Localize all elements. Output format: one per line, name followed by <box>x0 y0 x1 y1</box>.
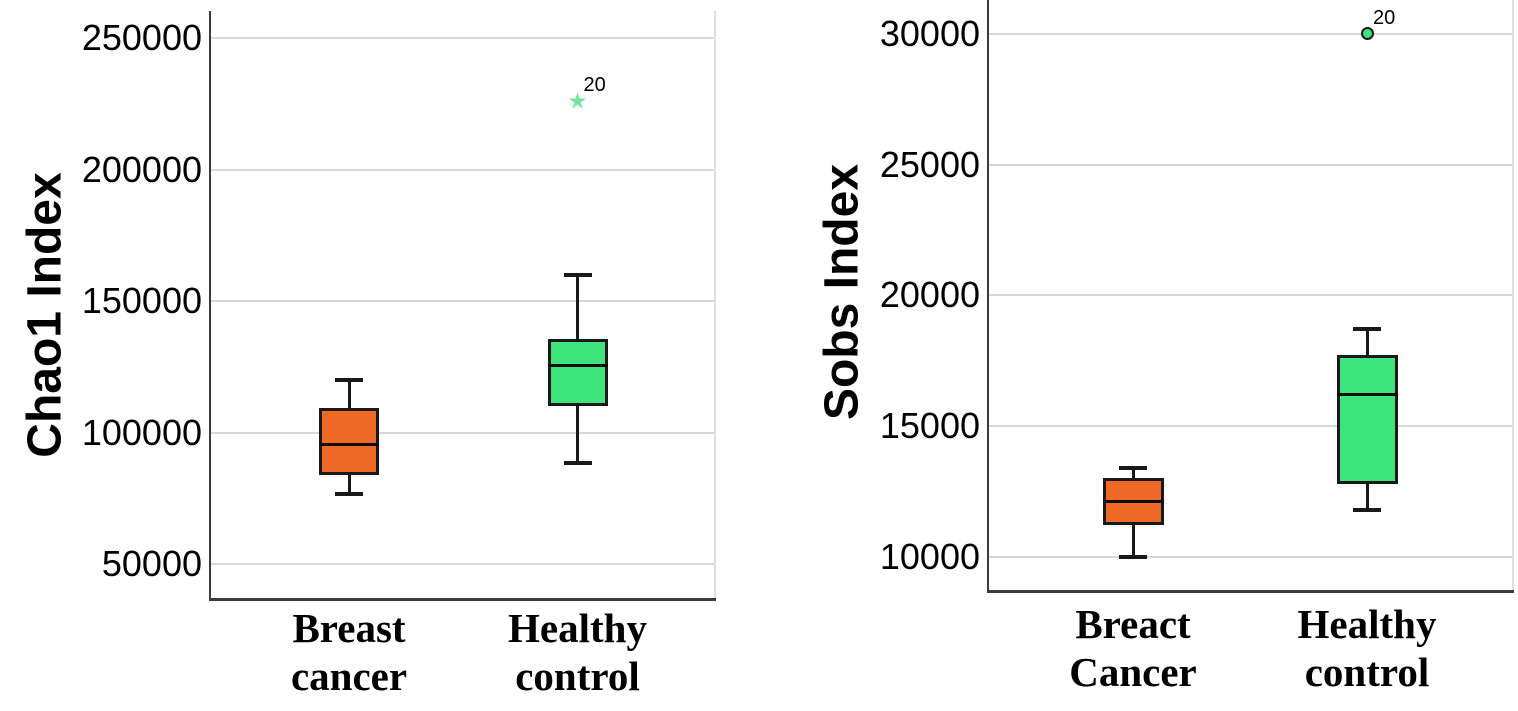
category-label-line: Healthy <box>508 605 647 651</box>
gridline <box>210 563 714 566</box>
y-tick-label: 50000 <box>101 543 202 585</box>
category-label-line: Breast <box>292 605 406 651</box>
whisker-lower-cap <box>1119 554 1147 559</box>
median-line <box>319 442 379 446</box>
box-healthy-control <box>1336 355 1398 484</box>
whisker-lower-cap <box>335 492 363 497</box>
y-tick-label: 20000 <box>879 274 980 316</box>
median-line <box>547 363 608 367</box>
x-axis-line <box>987 590 1514 593</box>
gridline <box>210 168 714 171</box>
y-tick-label: 25000 <box>879 143 980 185</box>
y-tick-label: 15000 <box>879 405 980 447</box>
gridline <box>210 431 714 434</box>
category-label-line: Breact <box>1075 601 1191 647</box>
whisker-upper-stem <box>576 274 579 340</box>
gridline <box>210 37 714 40</box>
category-label-line: control <box>515 653 640 699</box>
x-axis-line <box>209 598 716 601</box>
category-label-line: Cancer <box>1069 649 1197 695</box>
box-healthy-control <box>547 339 608 407</box>
whisker-upper-cap <box>335 377 363 382</box>
y-tick-label: 250000 <box>81 17 202 59</box>
y-tick-label: 100000 <box>81 411 202 453</box>
y-tick-label: 150000 <box>81 280 202 322</box>
whisker-upper-stem <box>1131 467 1135 479</box>
gridline <box>988 555 1512 558</box>
gridline <box>988 163 1512 166</box>
whisker-upper-stem <box>1365 329 1369 356</box>
y-tick-label: 200000 <box>81 148 202 190</box>
y-axis-title-sobs: Sobs Index <box>815 163 869 421</box>
category-label-line: Healthy <box>1297 601 1437 647</box>
category-label-breact-cancer: Breact Cancer <box>973 600 1293 696</box>
category-label-breast-cancer: Breast cancer <box>189 604 509 700</box>
whisker-lower-cap <box>563 460 592 465</box>
whisker-lower-stem <box>1131 525 1135 557</box>
gridline <box>210 300 714 303</box>
whisker-upper-cap <box>1119 465 1147 470</box>
y-tick-label: 30000 <box>879 12 980 54</box>
outlier-circle-marker <box>1360 27 1374 41</box>
y-axis-line <box>987 0 989 593</box>
whisker-lower-cap <box>1353 507 1381 512</box>
whisker-upper-stem <box>347 379 351 408</box>
y-axis-title-chao1: Chao1 Index <box>18 172 72 458</box>
category-label-healthy-control: Healthy control <box>418 604 738 700</box>
category-label-line: control <box>1304 649 1430 695</box>
whisker-upper-cap <box>1353 327 1381 332</box>
box-breast-cancer <box>319 407 379 475</box>
median-line <box>1336 393 1398 397</box>
gridline <box>988 294 1512 297</box>
category-label-healthy-control: Healthy control <box>1207 600 1518 696</box>
y-tick-label: 10000 <box>879 535 980 577</box>
gridline <box>988 32 1512 35</box>
outlier-case-label: 20 <box>1373 6 1396 29</box>
median-line <box>1102 500 1164 504</box>
y-axis-line <box>209 11 211 601</box>
plot-right-border <box>714 11 716 599</box>
gridline <box>988 425 1512 428</box>
whisker-lower-stem <box>576 406 579 463</box>
whisker-upper-cap <box>563 272 592 277</box>
whisker-lower-stem <box>347 474 351 495</box>
plot-right-border <box>1512 0 1514 591</box>
whisker-lower-stem <box>1365 483 1369 510</box>
outlier-case-label: 20 <box>583 74 606 97</box>
category-label-line: cancer <box>290 653 408 699</box>
